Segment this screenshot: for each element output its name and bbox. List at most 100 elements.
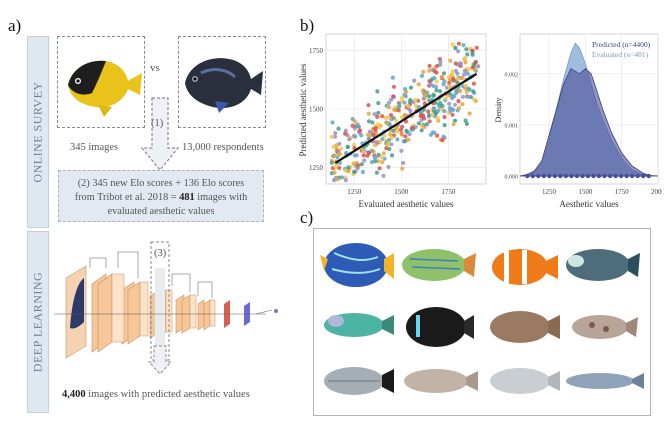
scatter-point	[370, 148, 375, 153]
scatter-point	[393, 118, 398, 123]
fish-example-grid	[313, 228, 651, 416]
scatter-point	[412, 78, 417, 83]
scatter-point	[442, 114, 447, 120]
scatter-point	[427, 113, 432, 118]
scatter-point	[426, 109, 431, 114]
scatter-point	[339, 146, 344, 151]
scatter-point	[385, 142, 390, 147]
scatter-point	[346, 165, 351, 170]
scatter-point	[434, 79, 439, 84]
scatter-point	[337, 165, 342, 171]
scatter-point	[333, 134, 338, 139]
scatter-point	[352, 133, 357, 138]
deep-learning-label: DEEP LEARNING	[27, 231, 49, 413]
fish-scorpionfish	[572, 315, 638, 339]
density-y-ticks: 0.000 0.001 0.002	[505, 72, 519, 180]
scatter-point	[376, 159, 381, 164]
survey-arrow-down	[140, 97, 180, 171]
density-rug-point	[536, 173, 541, 179]
scatter-point	[373, 159, 378, 164]
scatter-point	[419, 123, 424, 128]
scatter-point	[450, 112, 455, 117]
scatter-point	[449, 72, 454, 77]
scatter-point	[450, 69, 455, 74]
scatter-point	[362, 158, 367, 163]
fish-examples	[320, 243, 644, 395]
scatter-point	[355, 163, 361, 168]
scatter-point	[334, 143, 339, 148]
scatter-point	[402, 112, 407, 117]
scatter-point	[422, 101, 427, 106]
density-rug-point	[541, 173, 546, 179]
scatter-point	[450, 42, 455, 47]
step-1-label: (1)	[151, 118, 164, 129]
density-rug-point	[596, 173, 602, 179]
scatter-point	[361, 153, 366, 158]
scatter-point	[441, 82, 446, 87]
density-rug-point	[547, 173, 552, 179]
scatter-point	[456, 99, 461, 104]
scatter-point	[456, 106, 461, 111]
scatter-point	[418, 114, 423, 119]
scatter-point	[387, 137, 392, 142]
online-survey-text: ONLINE SURVEY	[30, 81, 45, 183]
density-y-tick-label: 0.002	[505, 72, 519, 78]
scatter-point	[329, 160, 334, 165]
scatter-point	[361, 148, 366, 153]
summary-line-2-pre: from Tribot et al. 2018 =	[74, 192, 180, 203]
scatter-point	[366, 119, 372, 124]
scatter-point	[373, 140, 378, 145]
scatter-point	[395, 137, 400, 142]
scatter-point	[460, 102, 465, 107]
scatter-point	[429, 77, 434, 82]
scatter-point	[419, 73, 425, 78]
scatter-point	[465, 52, 470, 57]
scatter-point	[372, 112, 377, 117]
scatter-point	[465, 71, 470, 76]
scatter-point	[340, 175, 345, 180]
scatter-point	[473, 60, 478, 65]
summary-bold-count: 481	[179, 192, 195, 203]
scatter-point	[343, 178, 348, 183]
scatter-x-tick-label: 1500	[394, 188, 409, 196]
scatter-point	[352, 169, 357, 174]
legend-predicted: Predicted (n=4400)	[592, 40, 651, 49]
scatter-point	[463, 118, 468, 123]
scatter-y-ticks: 1250 1500 1750	[309, 47, 324, 172]
scatter-point	[346, 169, 351, 174]
scatter-point	[389, 117, 394, 122]
fish-grouper	[490, 311, 560, 343]
scatter-point	[435, 108, 441, 114]
scatter-point	[431, 93, 437, 98]
scatter-point	[451, 78, 456, 83]
scatter-point	[389, 113, 394, 118]
scatter-point	[343, 131, 348, 136]
result-bold-count: 4,400	[62, 389, 86, 400]
scatter-point	[379, 155, 384, 160]
scatter-point	[448, 58, 453, 63]
scatter-point	[430, 112, 435, 117]
scatter-point	[406, 137, 411, 142]
scatter-point	[390, 153, 395, 158]
scatter-point	[413, 124, 418, 130]
scatter-x-ticks: 1250 1500 1750	[347, 188, 456, 196]
scatter-point	[460, 94, 465, 99]
scatter-point	[402, 100, 407, 105]
scatter-point	[442, 123, 447, 128]
density-predicted-area	[519, 68, 659, 177]
scatter-point	[373, 126, 379, 131]
online-survey-label: ONLINE SURVEY	[27, 36, 49, 228]
scatter-point	[427, 68, 432, 73]
scatter-point	[337, 151, 342, 156]
scatter-point	[416, 105, 421, 110]
scatter-point	[474, 45, 479, 50]
density-x-tick-label: 1250	[542, 188, 557, 196]
scatter-point	[380, 160, 385, 165]
scatter-point	[391, 94, 396, 99]
scatter-point	[390, 75, 395, 80]
scatter-point	[366, 111, 371, 116]
deep-learning-text: DEEP LEARNING	[30, 271, 45, 373]
scatter-point	[367, 129, 372, 134]
scatter-point	[388, 132, 393, 137]
density-rug-point	[618, 173, 624, 179]
